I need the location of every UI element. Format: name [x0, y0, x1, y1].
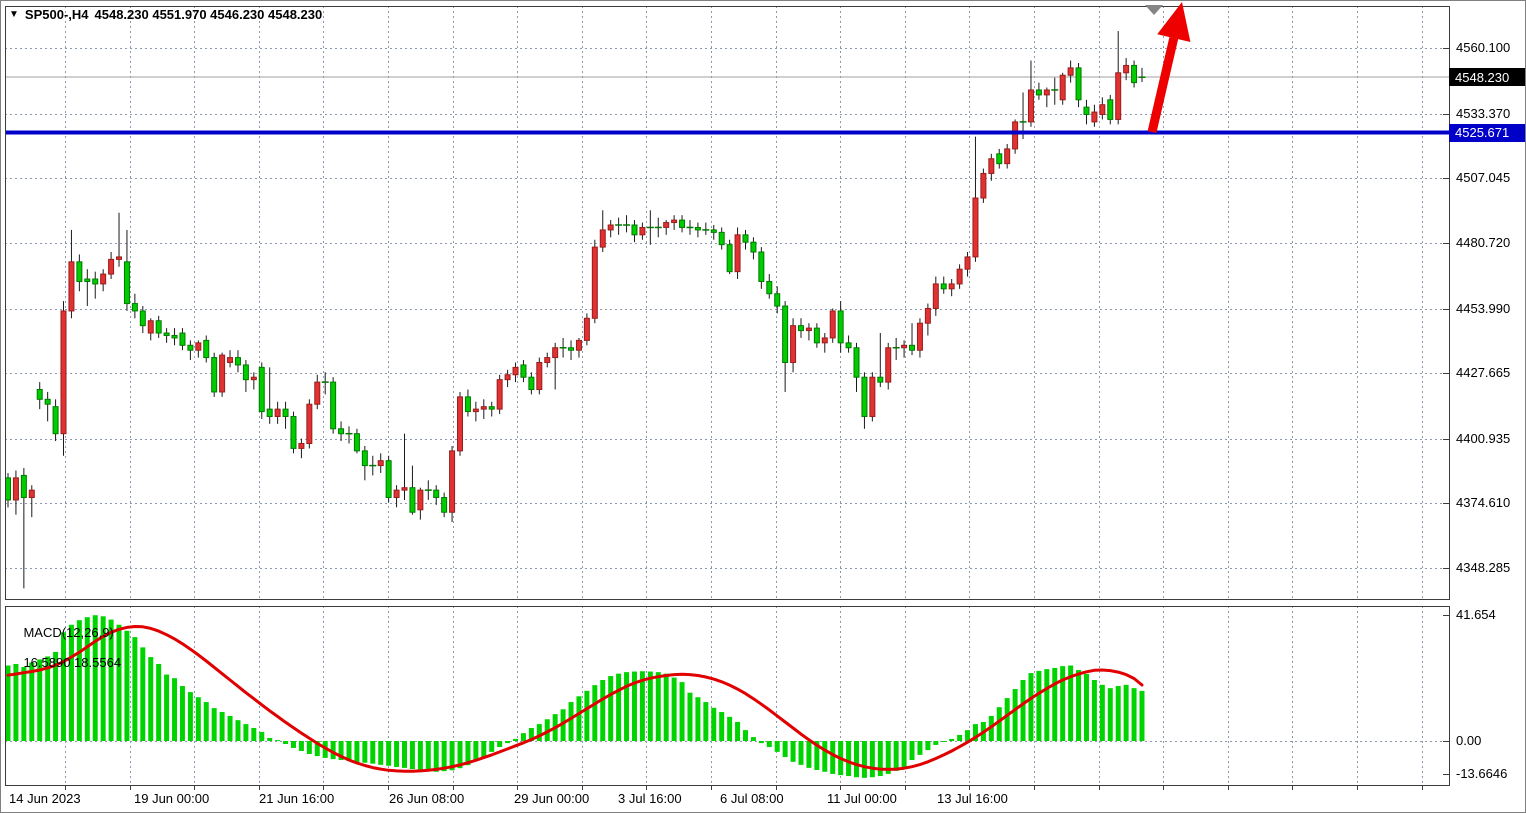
macd-axis-label: -13.6646	[1456, 766, 1508, 781]
time-axis-label: 3 Jul 16:00	[618, 791, 682, 806]
macd-signal-line	[6, 625, 1144, 773]
macd-axis-label: 0.00	[1456, 733, 1482, 748]
current-price-tag: 4548.230	[1449, 68, 1525, 87]
macd-values: 16.5890 18.5564	[23, 655, 122, 670]
price-axis-label: 4348.285	[1456, 560, 1511, 575]
time-axis-label: 26 Jun 08:00	[389, 791, 465, 806]
symbol-period-label: SP500-,H4	[24, 7, 89, 22]
down-arrow-marker[interactable]	[1145, 5, 1163, 15]
grid	[5, 6, 1449, 785]
price-axis-label: 4427.665	[1456, 365, 1511, 381]
time-axis-label: 19 Jun 00:00	[134, 791, 210, 806]
price-axis-label: 4453.990	[1456, 300, 1511, 316]
candles	[5, 31, 1146, 589]
ohlc-readout: 4548.230 4551.970 4546.230 4548.230	[94, 7, 323, 22]
price-axis-label: 4480.720	[1456, 234, 1511, 250]
time-axis-label: 11 Jul 00:00	[827, 791, 897, 806]
time-axis-label: 13 Jul 16:00	[937, 791, 1008, 806]
price-axis-label: 4374.610	[1456, 495, 1511, 511]
time-axis-label: 29 Jun 00:00	[514, 791, 590, 806]
price-axis-label: 4533.370	[1456, 105, 1511, 121]
time-axis-label: 14 Jun 2023	[9, 791, 81, 806]
macd-name: MACD(12,26,9)	[23, 625, 114, 640]
price-axis-label: 4560.100	[1456, 40, 1511, 55]
macd-indicator-label: MACD(12,26,9) 16.5890 18.5564	[9, 610, 121, 685]
symbol-dropdown-icon: ▼	[9, 8, 19, 20]
trend-arrow-icon[interactable]	[1147, 2, 1191, 134]
macd-axis-label: 41.654	[1456, 607, 1496, 622]
pane-frames	[5, 6, 1450, 790]
time-axis-label: 21 Jun 16:00	[259, 791, 335, 806]
support-level-tag[interactable]: 4525.671	[1449, 123, 1525, 142]
price-axis-label: 4507.045	[1456, 170, 1511, 186]
time-axis-label: 6 Jul 08:00	[720, 791, 784, 806]
price-axis-label: 4400.935	[1456, 430, 1511, 446]
macd-histogram	[5, 615, 1145, 778]
chart-title: ▼ SP500-,H4 4548.230 4551.970 4546.230 4…	[9, 7, 322, 22]
